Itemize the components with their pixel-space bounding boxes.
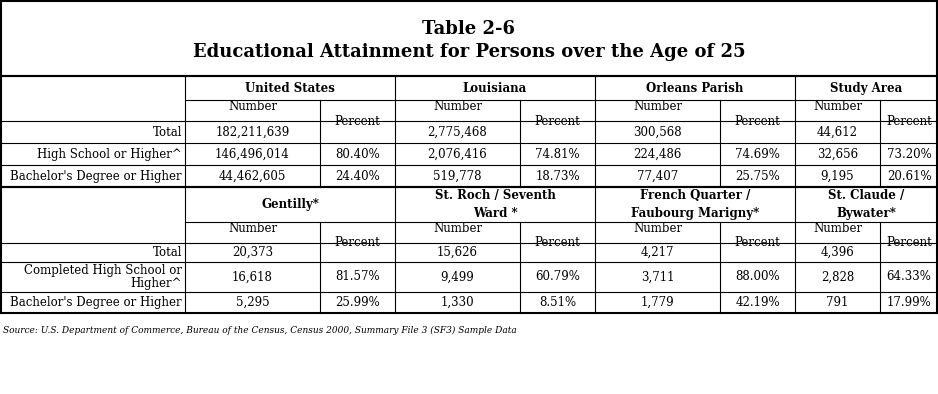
Text: 2,076,416: 2,076,416 [428,147,488,160]
Text: Gentilly*: Gentilly* [261,198,319,211]
Text: Bachelor's Degree or Higher: Bachelor's Degree or Higher [10,169,182,182]
Text: 9,195: 9,195 [821,169,855,182]
Text: 224,486: 224,486 [633,147,682,160]
Text: Completed High School or: Completed High School or [24,264,182,277]
Text: Percent: Percent [335,115,381,128]
Text: Total: Total [153,126,182,139]
Text: 74.69%: 74.69% [735,147,779,160]
Text: 2,775,468: 2,775,468 [428,126,488,139]
Text: French Quarter /: French Quarter / [640,189,750,202]
Text: 64.33%: 64.33% [886,271,931,284]
Text: 2,828: 2,828 [821,271,855,284]
Text: 18.73%: 18.73% [536,169,580,182]
Text: 8.51%: 8.51% [539,296,576,309]
Text: Source: U.S. Department of Commerce, Bureau of the Census, Census 2000, Summary : Source: U.S. Department of Commerce, Bur… [3,325,517,335]
Text: 4,217: 4,217 [641,246,674,259]
Text: 1,330: 1,330 [441,296,475,309]
Text: Percent: Percent [886,115,931,128]
Text: 88.00%: 88.00% [735,271,779,284]
Text: 16,618: 16,618 [232,271,273,284]
Text: 81.57%: 81.57% [335,271,380,284]
Text: Percent: Percent [535,236,581,249]
Text: Number: Number [433,100,482,113]
Text: Percent: Percent [535,115,581,128]
Text: 44,612: 44,612 [817,126,858,139]
Text: 300,568: 300,568 [633,126,682,139]
Text: Percent: Percent [734,236,780,249]
Text: 24.40%: 24.40% [335,169,380,182]
Text: 77,407: 77,407 [637,169,678,182]
Text: Higher^: Higher^ [130,277,182,290]
Text: 15,626: 15,626 [437,246,478,259]
Text: Number: Number [228,100,277,113]
Text: Total: Total [153,246,182,259]
Text: 791: 791 [826,296,849,309]
Text: 20.61%: 20.61% [886,169,931,182]
Text: 25.75%: 25.75% [735,169,779,182]
Text: 74.81%: 74.81% [536,147,580,160]
Text: Louisiana: Louisiana [462,82,527,95]
Text: 32,656: 32,656 [817,147,858,160]
Text: 73.20%: 73.20% [886,147,931,160]
Text: 42.19%: 42.19% [735,296,779,309]
Text: Percent: Percent [335,236,381,249]
Text: 146,496,014: 146,496,014 [215,147,290,160]
Text: Number: Number [433,222,482,235]
Text: 80.40%: 80.40% [335,147,380,160]
Text: St. Claude /: St. Claude / [828,189,904,202]
Text: High School or Higher^: High School or Higher^ [38,147,182,160]
Text: United States: United States [245,82,335,95]
Text: Bachelor's Degree or Higher: Bachelor's Degree or Higher [10,296,182,309]
Text: Ward *: Ward * [473,207,518,220]
Text: Bywater*: Bywater* [837,207,897,220]
Text: 4,396: 4,396 [821,246,855,259]
Text: Number: Number [633,100,682,113]
Text: Number: Number [813,100,862,113]
Text: 519,778: 519,778 [433,169,482,182]
Text: 25.99%: 25.99% [335,296,380,309]
Text: Orleans Parish: Orleans Parish [646,82,744,95]
Text: Percent: Percent [886,236,931,249]
Text: 44,462,605: 44,462,605 [219,169,286,182]
Text: 17.99%: 17.99% [886,296,931,309]
Text: 5,295: 5,295 [235,296,269,309]
Text: 60.79%: 60.79% [535,271,580,284]
Text: 1,779: 1,779 [641,296,674,309]
Text: Number: Number [813,222,862,235]
Text: Table 2-6: Table 2-6 [422,19,516,37]
Text: Faubourg Marigny*: Faubourg Marigny* [631,207,759,220]
Text: St. Roch / Seventh: St. Roch / Seventh [434,189,555,202]
Text: Number: Number [228,222,277,235]
Text: Study Area: Study Area [830,82,902,95]
Text: Educational Attainment for Persons over the Age of 25: Educational Attainment for Persons over … [192,43,746,61]
Text: Number: Number [633,222,682,235]
Text: 3,711: 3,711 [641,271,674,284]
Text: Percent: Percent [734,115,780,128]
Text: 9,499: 9,499 [441,271,475,284]
Text: 20,373: 20,373 [232,246,273,259]
Text: 182,211,639: 182,211,639 [216,126,290,139]
